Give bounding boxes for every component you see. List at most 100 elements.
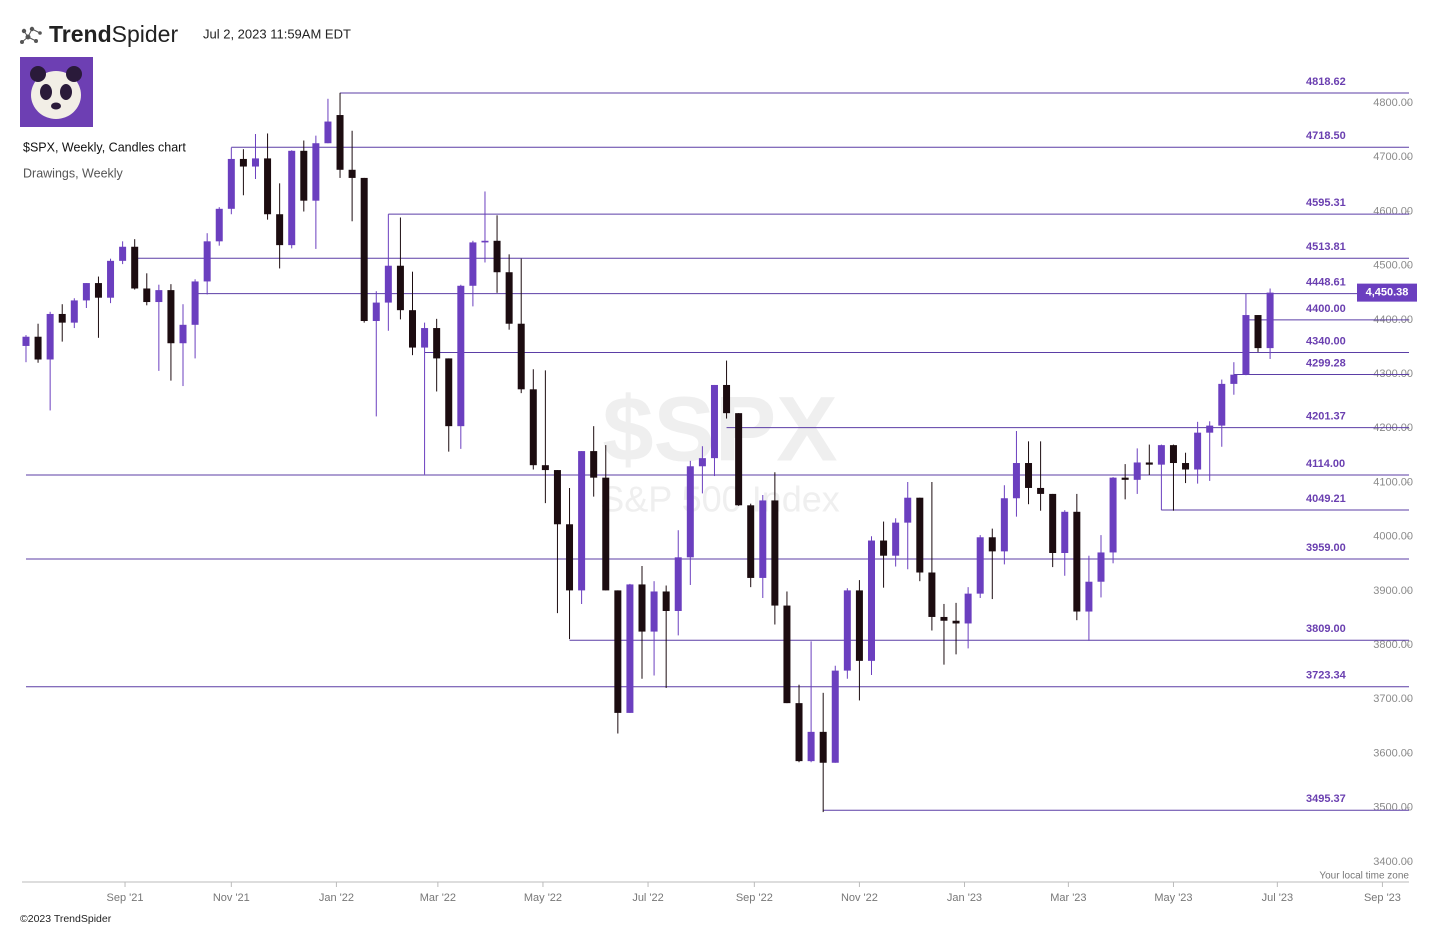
candle-body [1109,477,1117,553]
candle-body [324,121,332,144]
candle-body [916,497,924,573]
y-tick-label: 4600.00 [1373,205,1413,217]
candle-body [1049,493,1057,553]
x-tick-label: Jan '23 [947,892,982,904]
candle-body [1121,477,1129,480]
candle-body [892,522,900,556]
candle-body [360,177,368,322]
level-label: 4400.00 [1306,303,1346,315]
candle-body [348,169,356,178]
footer: ©2023 TrendSpider [20,913,112,925]
candle-body [119,246,127,261]
candle-body [783,605,791,704]
level-label: 4595.31 [1306,197,1346,209]
y-tick-label: 4800.00 [1373,97,1413,109]
watermark: $SPX [602,378,837,480]
candle-body [626,584,634,713]
level-label: 3723.34 [1306,670,1347,682]
candle-body [1012,463,1020,499]
candle-body [988,537,996,552]
y-tick-label: 4500.00 [1373,260,1413,272]
candle-body [964,593,972,624]
candle-body [747,505,755,578]
candle-body [167,290,175,344]
candle-body [1230,374,1238,384]
candle-body [759,500,767,578]
candle-body [650,591,658,632]
x-tick-label: Sep '22 [736,892,773,904]
x-tick-label: Nov '21 [213,892,250,904]
candle-body [70,300,78,323]
level-label: 4201.37 [1306,410,1346,422]
level-label: 3495.37 [1306,793,1346,805]
y-tick-label: 3500.00 [1373,802,1413,814]
candle-body [904,497,912,523]
candle-body [457,285,465,427]
candle-body [831,670,839,763]
candle-body [590,451,598,478]
candle-body [1145,462,1153,465]
level-label: 4448.61 [1306,276,1346,288]
candle-body [698,458,706,467]
candle-body [867,540,875,661]
candle-body [723,384,731,414]
x-tick-label: Jan '22 [319,892,354,904]
candle-body [251,158,259,167]
candle-body [1218,383,1226,426]
timezone-note: Your local time zone [1319,871,1409,882]
x-tick-label: Jul '22 [632,892,663,904]
level-label: 3809.00 [1306,623,1346,635]
candle-body [928,572,936,617]
chart-subtitle: Drawings, Weekly [23,166,124,180]
candle-body [880,540,888,556]
last-price-tag [1357,283,1417,302]
logo-bold: Trend [49,21,112,47]
x-tick-label: Jul '23 [1262,892,1293,904]
level-label: 4114.00 [1306,458,1345,470]
candle-body [1037,487,1045,494]
y-tick-label: 3600.00 [1373,747,1413,759]
candle-body [203,241,211,282]
level-label: 4718.50 [1306,130,1346,142]
y-tick-label: 4700.00 [1373,151,1413,163]
watermark-subtitle: S&P 500 Index [600,479,840,520]
candle-body [1061,511,1069,553]
y-tick-label: 4100.00 [1373,476,1413,488]
candle-body [396,265,404,311]
logo-text: TrendSpider [49,21,178,47]
candle-body [288,150,296,246]
candle-body [855,590,863,661]
avatar [20,57,93,127]
candle-body [807,731,815,762]
candle-body [264,158,272,215]
candle-body [239,158,247,167]
candle-body [638,584,646,632]
candle-body [940,616,948,621]
candle-body [553,470,561,525]
candle-body [22,336,30,346]
level-label: 4049.21 [1306,493,1346,505]
logo-light: Spider [112,21,179,47]
candle-body [505,272,513,324]
x-tick-label: Sep '23 [1364,892,1401,904]
candle-body [131,246,139,289]
candle-body [1254,315,1262,349]
level-label: 4818.62 [1306,76,1346,88]
candle-body [1266,292,1274,349]
candle-body [82,283,90,301]
candle-body [384,265,392,303]
candle-body [819,731,827,763]
candle-body [976,537,984,594]
candle-body [336,115,344,170]
y-tick-label: 3700.00 [1373,693,1413,705]
candle-body [686,466,694,558]
candle-body [735,413,743,506]
candle-body [795,703,803,762]
candle-body [94,283,102,298]
candle-body [843,590,851,671]
last-price-label: 4,450.38 [1366,287,1409,299]
candle-body [1025,463,1033,488]
level-label: 4340.00 [1306,335,1346,347]
x-tick-label: Sep '21 [107,892,144,904]
